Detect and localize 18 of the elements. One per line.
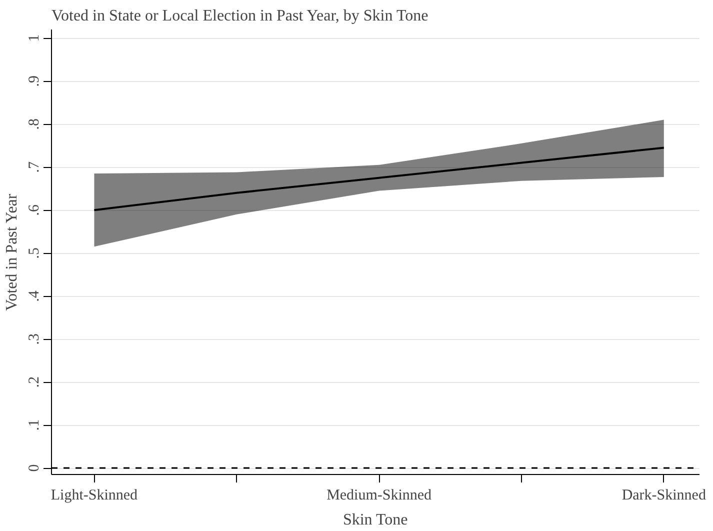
- y-tick-label: .9: [26, 75, 42, 87]
- y-tick-label: 1: [26, 34, 42, 42]
- x-tick-label: Light-Skinned: [50, 488, 138, 504]
- y-tick-label: .8: [26, 118, 42, 130]
- y-tick-label: .6: [26, 204, 42, 216]
- y-tick-label: .3: [26, 333, 42, 345]
- y-tick-label: 0: [26, 464, 42, 472]
- y-axis-title: Voted in Past Year: [4, 193, 20, 311]
- y-tick-label: .5: [26, 247, 42, 259]
- y-tick-label: .2: [26, 376, 42, 388]
- x-axis-title: Skin Tone: [342, 512, 408, 528]
- y-tick-label: .4: [26, 290, 42, 302]
- chart-title: Voted in State or Local Election in Past Year, by Skin Tone: [52, 8, 428, 24]
- line-series: [93, 146, 665, 212]
- x-tick-label: Dark-Skinned: [622, 488, 706, 504]
- y-tick-label: .1: [26, 419, 42, 431]
- x-tick-label: Medium-Skinned: [326, 488, 432, 504]
- y-tick-label: .7: [26, 160, 42, 173]
